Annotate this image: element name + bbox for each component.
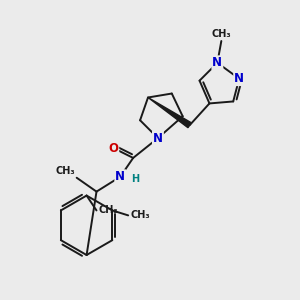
Text: H: H [131,174,139,184]
Text: CH₃: CH₃ [130,210,150,220]
Text: CH₃: CH₃ [55,166,75,176]
Text: O: O [108,142,118,154]
Polygon shape [148,98,191,128]
Text: N: N [234,72,244,85]
Text: CH₃: CH₃ [212,29,231,39]
Text: N: N [115,170,125,183]
Text: N: N [153,132,163,145]
Text: CH₃: CH₃ [98,206,118,215]
Text: N: N [212,56,222,69]
